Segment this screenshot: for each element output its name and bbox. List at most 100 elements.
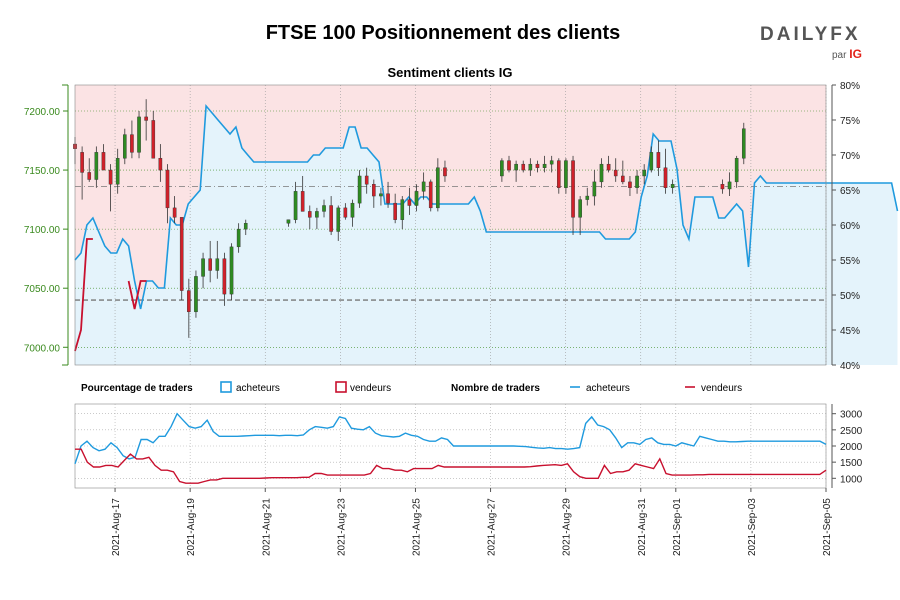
logo-byline: par IG bbox=[832, 47, 862, 61]
candle-body bbox=[571, 160, 575, 218]
candle-body bbox=[137, 116, 141, 153]
candle-body bbox=[578, 199, 582, 218]
candle-body bbox=[123, 134, 127, 159]
x-axis-label: 2021-Aug-21 bbox=[261, 498, 272, 556]
candle-body bbox=[443, 167, 447, 177]
candle-body bbox=[236, 228, 241, 248]
legend-count-title: Nombre de traders bbox=[451, 383, 540, 394]
candle-body bbox=[286, 219, 291, 224]
candle-body bbox=[585, 195, 590, 200]
logo-par: par bbox=[832, 50, 847, 61]
candle-body bbox=[94, 152, 99, 180]
candle-body bbox=[386, 193, 390, 204]
candle-body bbox=[400, 199, 405, 220]
x-axis-label: 2021-Sep-01 bbox=[672, 498, 683, 556]
count-axis-label: 1500 bbox=[840, 458, 863, 469]
candle-body bbox=[528, 163, 533, 171]
count-axis-label: 2000 bbox=[840, 442, 863, 453]
candle-body bbox=[414, 191, 419, 206]
candle-body bbox=[229, 246, 234, 295]
plot-frame bbox=[74, 84, 827, 366]
candle-body bbox=[80, 152, 84, 173]
candle-body bbox=[179, 217, 184, 291]
candle-body bbox=[108, 169, 113, 185]
candle-body bbox=[87, 172, 92, 180]
legend-pct-buyers: acheteurs bbox=[236, 383, 280, 394]
logo-fx: FX bbox=[830, 24, 861, 45]
x-axis-label: 2021-Aug-31 bbox=[637, 498, 648, 556]
chart-title: FTSE 100 Positionnement des clients bbox=[265, 22, 621, 44]
candle-body bbox=[521, 163, 526, 171]
right-axis-label: 70% bbox=[840, 151, 860, 162]
candle-body bbox=[535, 163, 540, 168]
count-axis-label: 3000 bbox=[840, 410, 863, 421]
candle-body bbox=[407, 199, 412, 206]
candle-body bbox=[300, 191, 305, 212]
candle-body bbox=[428, 181, 433, 209]
right-axis-label: 55% bbox=[840, 256, 860, 267]
candle-body bbox=[243, 223, 248, 230]
count-line-vendeurs bbox=[75, 448, 827, 484]
right-axis-label: 65% bbox=[840, 186, 860, 197]
candle-body bbox=[649, 152, 654, 171]
candle-body bbox=[621, 175, 625, 183]
candle-body bbox=[187, 290, 191, 313]
legend-count-buyers: acheteurs bbox=[586, 383, 630, 394]
candle-body bbox=[549, 160, 554, 165]
candle-body bbox=[222, 258, 227, 295]
candle-body bbox=[720, 184, 725, 190]
x-axis-label: 2021-Aug-29 bbox=[562, 498, 573, 556]
candle-body bbox=[734, 158, 739, 183]
candle-body bbox=[514, 163, 518, 171]
left-axis-label: 7000.00 bbox=[24, 343, 61, 354]
right-axis-label: 40% bbox=[840, 361, 860, 372]
candle-body bbox=[727, 181, 732, 190]
candle-body bbox=[628, 181, 632, 188]
x-axis-label: 2021-Aug-25 bbox=[411, 498, 422, 556]
right-axis-label: 45% bbox=[840, 326, 860, 337]
legend-count-sellers: vendeurs bbox=[701, 383, 742, 394]
candle-body bbox=[642, 169, 646, 177]
left-axis-label: 7050.00 bbox=[24, 284, 61, 295]
candle-body bbox=[599, 163, 604, 183]
dailyfx-logo: DAILYFX par IG bbox=[760, 24, 870, 64]
legend-pct-sellers: vendeurs bbox=[350, 383, 391, 394]
candle-body bbox=[322, 205, 326, 212]
candle-body bbox=[364, 175, 369, 185]
candle-body bbox=[350, 202, 355, 218]
candle-body bbox=[421, 181, 426, 192]
right-axis-label: 80% bbox=[840, 81, 860, 92]
left-axis-label: 7100.00 bbox=[24, 225, 61, 236]
x-axis-label: 2021-Sep-03 bbox=[747, 498, 758, 556]
candle-body bbox=[343, 207, 348, 218]
candle-body bbox=[208, 258, 212, 271]
candle-body bbox=[357, 175, 362, 204]
candle-body bbox=[592, 181, 597, 197]
candle-body bbox=[635, 175, 639, 188]
sellers-pct-line bbox=[74, 238, 93, 352]
count-axis-label: 2500 bbox=[840, 426, 863, 437]
candle-body bbox=[557, 160, 561, 188]
candle-body bbox=[130, 134, 134, 153]
x-axis-label: 2021-Aug-27 bbox=[487, 498, 498, 556]
candle-body bbox=[215, 258, 220, 271]
candle-body bbox=[336, 207, 341, 232]
candle-body bbox=[507, 160, 511, 171]
x-axis-label: 2021-Aug-19 bbox=[186, 498, 197, 556]
candle-body bbox=[315, 211, 319, 218]
left-axis-label: 7150.00 bbox=[24, 166, 61, 177]
candle-body bbox=[542, 163, 547, 168]
candle-body bbox=[293, 191, 298, 220]
panel-subtitle: Sentiment clients IG bbox=[388, 65, 513, 80]
candle-body bbox=[165, 169, 170, 209]
sellers-pct-line bbox=[127, 280, 147, 310]
candle-body bbox=[144, 116, 148, 121]
candle-body bbox=[663, 167, 668, 188]
candle-body bbox=[613, 169, 618, 177]
candle-body bbox=[151, 120, 156, 159]
x-axis-label: 2021-Aug-23 bbox=[336, 498, 347, 556]
candle-body bbox=[656, 152, 661, 168]
right-axis-label: 50% bbox=[840, 291, 860, 302]
candle-body bbox=[379, 193, 383, 197]
